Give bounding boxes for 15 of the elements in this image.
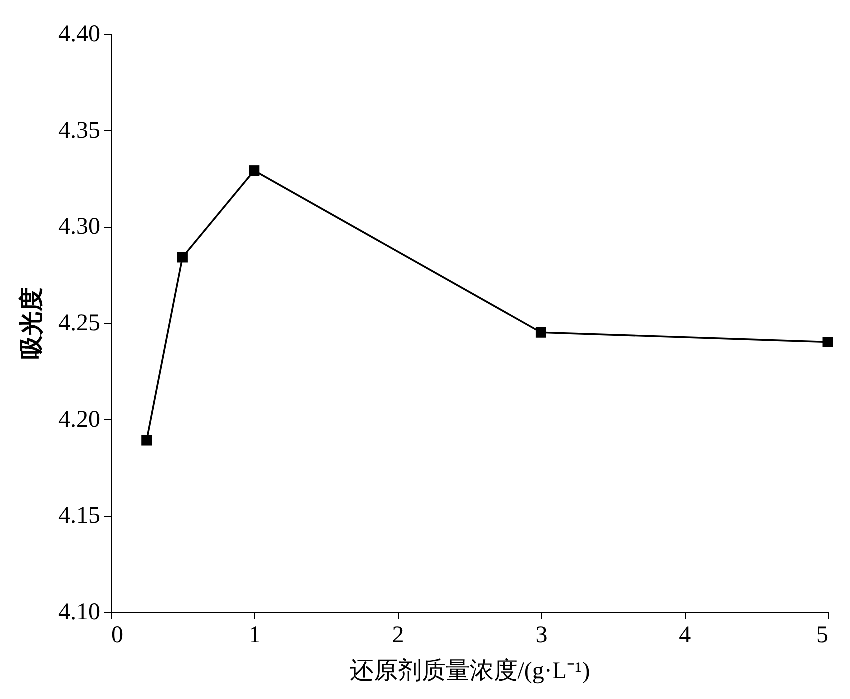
x-tick-label: 0: [112, 622, 124, 648]
y-tick-label: 4.40: [58, 22, 100, 48]
x-tick-label: 2: [392, 622, 404, 648]
y-axis-title: 吸光度: [18, 288, 46, 360]
x-axis-title: 还原剂质量浓度/(g·L⁻¹): [350, 658, 590, 684]
y-tick-label: 4.35: [58, 118, 100, 144]
y-tick-label: 4.10: [58, 600, 100, 626]
x-tick-label: 5: [816, 622, 828, 648]
x-tick-label: 4: [679, 622, 692, 648]
y-tick-label: 4.15: [58, 503, 100, 530]
x-tick-label: 3: [536, 622, 548, 648]
x-tick-label: 1: [248, 622, 261, 648]
y-tick-label: 4.25: [58, 310, 100, 336]
y-tick-label: 4.30: [58, 214, 100, 240]
y-tick-label: 4.20: [58, 406, 100, 433]
